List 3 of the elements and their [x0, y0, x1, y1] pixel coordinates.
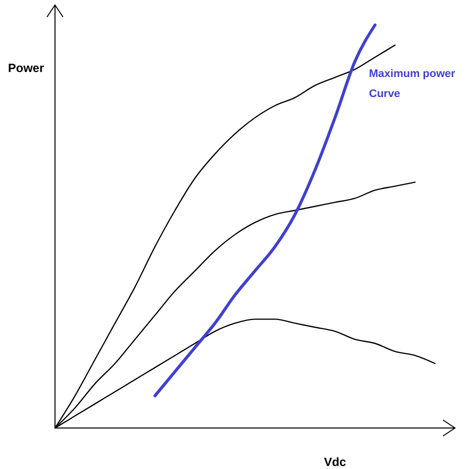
- x-axis-title: Vdc: [324, 455, 346, 469]
- y-axis-title: Power: [8, 61, 44, 75]
- series-label: Maximum power Curve: [369, 68, 456, 100]
